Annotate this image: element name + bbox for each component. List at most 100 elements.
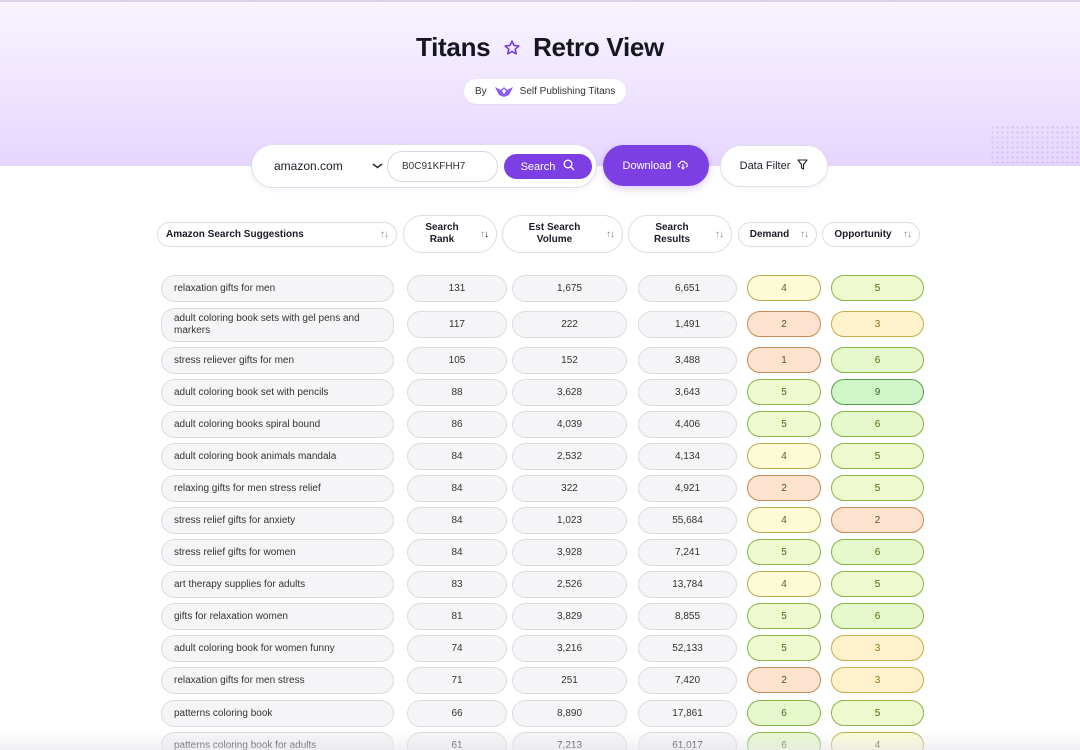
search-rank-cell: 88 [407, 379, 507, 406]
search-rank-cell: 74 [407, 635, 507, 662]
column-header-search-results[interactable]: Search Results ↑↓ [628, 215, 732, 253]
opportunity-badge: 5 [831, 571, 924, 597]
filter-icon [797, 159, 808, 173]
opportunity-badge: 5 [831, 700, 924, 726]
demand-badge: 4 [747, 571, 821, 597]
brand-name: Self Publishing Titans [519, 86, 616, 97]
opportunity-badge: 2 [831, 507, 924, 533]
column-header-est-search-volume[interactable]: Est Search Volume ↑↓ [502, 215, 623, 253]
search-results-cell: 4,406 [638, 411, 737, 438]
marketplace-select[interactable]: amazon.com [274, 159, 383, 173]
hero-banner: Titans Retro View By Self Publishing Tit… [0, 0, 1080, 166]
opportunity-badge: 6 [831, 603, 924, 629]
keyword-cell[interactable]: adult coloring book animals mandala [161, 443, 394, 470]
opportunity-badge: 9 [831, 379, 924, 405]
search-results-cell: 4,134 [638, 443, 737, 470]
column-label: Opportunity [834, 228, 892, 240]
search-volume-cell: 1,675 [512, 275, 627, 302]
search-results-cell: 7,241 [638, 539, 737, 566]
opportunity-badge: 6 [831, 539, 924, 565]
search-results-cell: 6,651 [638, 275, 737, 302]
opportunity-badge: 3 [831, 635, 924, 661]
opportunity-badge: 5 [831, 443, 924, 469]
demand-badge: 4 [747, 507, 821, 533]
search-icon [563, 159, 575, 174]
search-rank-cell: 66 [407, 700, 507, 727]
by-label: By [475, 86, 487, 97]
keyword-cell[interactable]: adult coloring book sets with gel pens a… [161, 308, 394, 342]
title-left: Titans [416, 32, 491, 62]
search-results-cell: 3,643 [638, 379, 737, 406]
brand-pill[interactable]: By Self Publishing Titans [464, 79, 627, 104]
opportunity-badge: 6 [831, 411, 924, 437]
search-rank-cell: 86 [407, 411, 507, 438]
search-volume-cell: 4,039 [512, 411, 627, 438]
keyword-cell[interactable]: stress reliever gifts for men [161, 347, 394, 374]
opportunity-badge: 6 [831, 347, 924, 373]
demand-badge: 5 [747, 539, 821, 565]
search-volume-cell: 251 [512, 667, 627, 694]
search-rank-cell: 71 [407, 667, 507, 694]
data-filter-label: Data Filter [739, 160, 791, 172]
opportunity-badge: 5 [831, 475, 924, 501]
sort-arrows-icon[interactable]: ↑↓ [800, 229, 809, 240]
search-volume-cell: 3,628 [512, 379, 627, 406]
sort-arrows-icon[interactable]: ↑↓ [715, 228, 724, 240]
search-volume-cell: 8,890 [512, 700, 627, 727]
search-button-label: Search [520, 160, 556, 173]
sort-arrows-icon[interactable]: ↑↓ [606, 228, 615, 240]
asin-input[interactable] [387, 151, 498, 182]
keyword-cell[interactable]: art therapy supplies for adults [161, 571, 394, 598]
demand-badge: 5 [747, 635, 821, 661]
search-volume-cell: 322 [512, 475, 627, 502]
sort-arrows-icon[interactable]: ↑↓ [480, 228, 489, 240]
keyword-cell[interactable]: adult coloring books spiral bound [161, 411, 394, 438]
keyword-cell[interactable]: relaxation gifts for men [161, 275, 394, 302]
sort-arrows-icon[interactable]: ↑↓ [380, 229, 389, 240]
column-label: Amazon Search Suggestions [166, 228, 304, 240]
demand-badge: 6 [747, 700, 821, 726]
keyword-cell[interactable]: stress relief gifts for anxiety [161, 507, 394, 534]
column-header-keyword[interactable]: Amazon Search Suggestions ↑↓ [157, 222, 397, 247]
demand-badge: 1 [747, 347, 821, 373]
search-bar: amazon.com Search [251, 144, 597, 188]
search-results-cell: 1,491 [638, 311, 737, 338]
download-button[interactable]: Download [603, 145, 709, 186]
column-header-demand[interactable]: Demand ↑↓ [738, 222, 817, 247]
decorative-dots [990, 125, 1080, 165]
star-icon [503, 34, 527, 59]
search-results-cell: 3,488 [638, 347, 737, 374]
demand-badge: 5 [747, 411, 821, 437]
data-filter-button[interactable]: Data Filter [720, 145, 828, 187]
search-volume-cell: 2,526 [512, 571, 627, 598]
column-label: Search Results [653, 222, 691, 245]
keyword-cell[interactable]: relaxing gifts for men stress relief [161, 475, 394, 502]
column-label: Est Search Volume [528, 222, 581, 245]
search-volume-cell: 3,928 [512, 539, 627, 566]
column-header-search-rank[interactable]: Search Rank ↑↓ [403, 215, 497, 253]
search-rank-cell: 84 [407, 443, 507, 470]
keyword-cell[interactable]: adult coloring book for women funny [161, 635, 394, 662]
bottom-edge-shadow [0, 732, 1080, 750]
keyword-cell[interactable]: adult coloring book set with pencils [161, 379, 394, 406]
keyword-cell[interactable]: gifts for relaxation women [161, 603, 394, 630]
keyword-cell[interactable]: stress relief gifts for women [161, 539, 394, 566]
keyword-cell[interactable]: patterns coloring book [161, 700, 394, 727]
search-volume-cell: 2,532 [512, 443, 627, 470]
demand-badge: 5 [747, 603, 821, 629]
demand-badge: 4 [747, 275, 821, 301]
column-header-opportunity[interactable]: Opportunity ↑↓ [822, 222, 920, 247]
sort-arrows-icon[interactable]: ↑↓ [903, 229, 912, 240]
download-label: Download [622, 159, 672, 172]
search-rank-cell: 117 [407, 311, 507, 338]
search-results-cell: 4,921 [638, 475, 737, 502]
search-results-cell: 17,861 [638, 700, 737, 727]
demand-badge: 2 [747, 667, 821, 693]
search-results-cell: 8,855 [638, 603, 737, 630]
keyword-cell[interactable]: relaxation gifts for men stress [161, 667, 394, 694]
demand-badge: 2 [747, 311, 821, 337]
search-rank-cell: 84 [407, 539, 507, 566]
search-rank-cell: 81 [407, 603, 507, 630]
opportunity-badge: 3 [831, 667, 924, 693]
search-button[interactable]: Search [504, 154, 592, 179]
